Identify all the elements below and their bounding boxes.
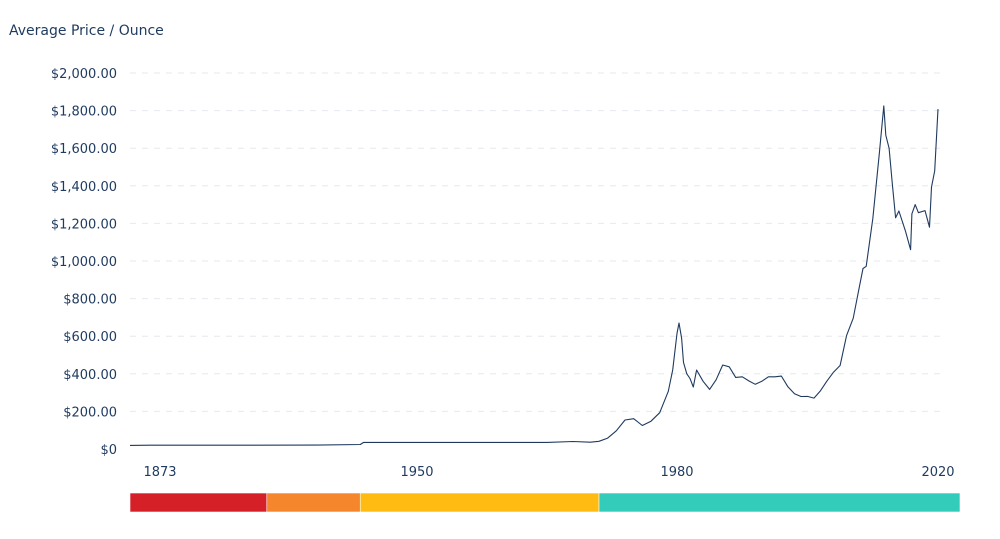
y-tick-label: $600.00 (63, 330, 117, 345)
x-tick-label: 1873 (143, 465, 176, 480)
y-tick-label: $0 (100, 443, 117, 458)
timeline-band[interactable] (266, 492, 361, 513)
x-axis-ticks: 1873 1950 1980 2020 (143, 465, 954, 480)
timeline-band[interactable] (129, 492, 268, 513)
y-tick-label: $1,200.00 (51, 217, 117, 232)
y-tick-label: $1,600.00 (51, 142, 117, 157)
x-tick-label: 1950 (400, 465, 433, 480)
price-line (129, 105, 939, 446)
y-tick-label: $1,400.00 (51, 180, 117, 195)
y-tick-label: $200.00 (63, 405, 117, 420)
y-tick-label: $400.00 (63, 368, 117, 383)
y-tick-label: $800.00 (63, 293, 117, 308)
x-tick-label: 1980 (660, 465, 693, 480)
y-tick-label: $1,000.00 (51, 255, 117, 270)
timeline-bands (129, 492, 961, 513)
gridlines (130, 72, 940, 412)
y-axis-ticks: $0 $200.00 $400.00 $600.00 $800.00 $1,000.00 $… (51, 67, 117, 458)
timeline-band[interactable] (598, 492, 961, 513)
y-tick-label: $2,000.00 (51, 67, 117, 82)
timeline-band[interactable] (359, 492, 600, 513)
y-tick-label: $1,800.00 (51, 105, 117, 120)
series-layer (129, 105, 939, 446)
chart-title: Average Price / Ounce (9, 23, 164, 39)
x-tick-label: 2020 (921, 465, 954, 480)
